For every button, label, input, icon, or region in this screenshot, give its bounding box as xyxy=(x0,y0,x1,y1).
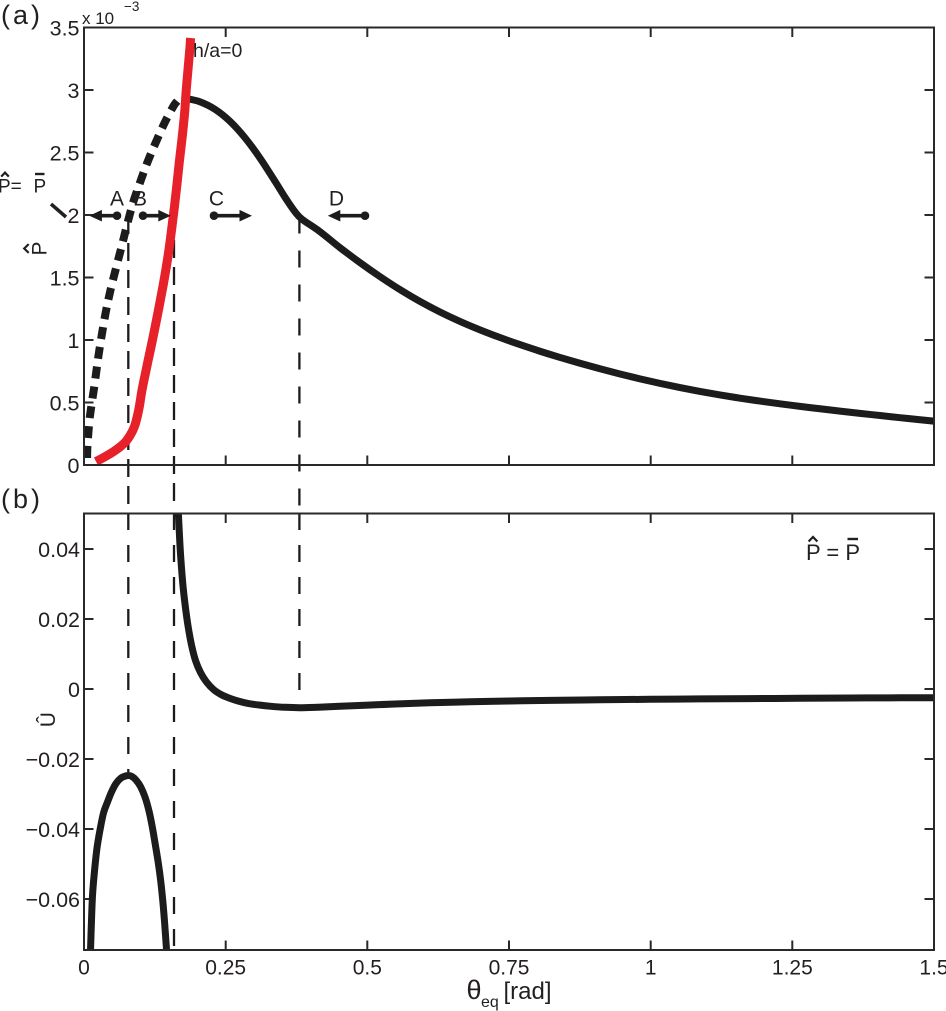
svg-text:0.75: 0.75 xyxy=(489,957,530,980)
svg-text:1.5: 1.5 xyxy=(919,957,946,980)
svg-text:0.02: 0.02 xyxy=(38,608,80,632)
svg-text:0.04: 0.04 xyxy=(38,538,80,562)
svg-text:0.5: 0.5 xyxy=(353,957,382,980)
svg-text:−0.04: −0.04 xyxy=(26,818,80,842)
svg-text:0.5: 0.5 xyxy=(50,391,80,415)
svg-text:P=: P= xyxy=(0,176,22,197)
svg-text:P: P xyxy=(34,176,47,197)
svg-text:1: 1 xyxy=(68,329,80,353)
svg-text:−0.06: −0.06 xyxy=(26,888,80,912)
svg-text:0.25: 0.25 xyxy=(205,957,246,980)
svg-text:Û: Û xyxy=(37,712,60,727)
svg-text:3.5: 3.5 xyxy=(50,16,80,40)
svg-text:x 10: x 10 xyxy=(82,9,114,28)
svg-text:−3: −3 xyxy=(124,0,139,14)
svg-text:[rad]: [rad] xyxy=(504,978,552,1005)
svg-text:θ: θ xyxy=(467,975,482,1005)
svg-text:1.5: 1.5 xyxy=(50,266,80,290)
svg-text:(a): (a) xyxy=(1,0,43,30)
svg-text:P = P: P = P xyxy=(806,540,860,565)
svg-text:A: A xyxy=(110,188,124,211)
svg-text:3: 3 xyxy=(68,79,80,103)
svg-text:1: 1 xyxy=(645,957,657,980)
svg-text:2.5: 2.5 xyxy=(50,141,80,165)
svg-text:1.25: 1.25 xyxy=(772,957,813,980)
svg-text:2: 2 xyxy=(68,204,80,228)
svg-text:B: B xyxy=(133,188,147,211)
svg-text:P: P xyxy=(29,241,52,255)
svg-text:0: 0 xyxy=(78,957,90,980)
svg-text:h/a=0: h/a=0 xyxy=(193,40,242,62)
svg-text:C: C xyxy=(209,188,224,211)
svg-text:0: 0 xyxy=(68,678,80,702)
svg-text:(b): (b) xyxy=(1,484,43,514)
svg-text:eq: eq xyxy=(481,994,499,1011)
svg-text:D: D xyxy=(329,188,344,211)
svg-text:−0.02: −0.02 xyxy=(26,748,80,772)
svg-text:0: 0 xyxy=(68,454,80,478)
